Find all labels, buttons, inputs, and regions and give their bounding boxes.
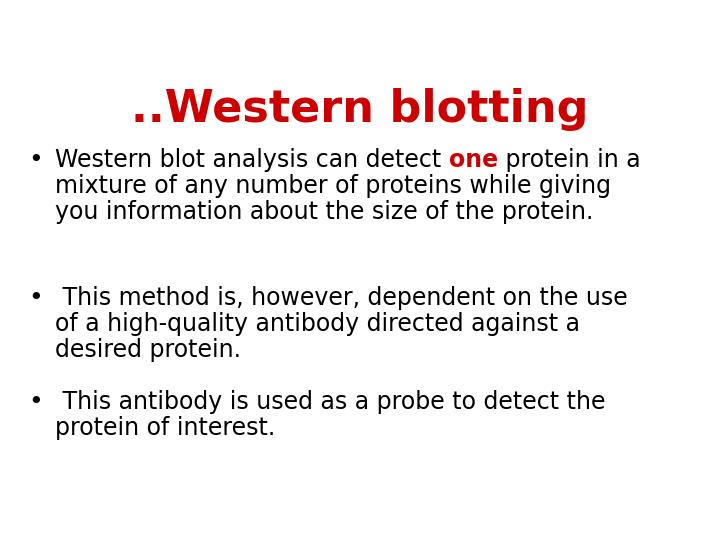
Text: •: • [28,286,42,310]
Text: Western blot analysis can detect: Western blot analysis can detect [55,148,449,172]
Text: protein in a: protein in a [498,148,641,172]
Text: •: • [28,148,42,172]
Text: desired protein.: desired protein. [55,338,241,362]
Text: you information about the size of the protein.: you information about the size of the pr… [55,200,593,224]
Text: ..Western blotting: ..Western blotting [131,88,589,131]
Text: This antibody is used as a probe to detect the: This antibody is used as a probe to dete… [55,390,606,414]
Text: This method is, however, dependent on the use: This method is, however, dependent on th… [55,286,628,310]
Text: of a high-quality antibody directed against a: of a high-quality antibody directed agai… [55,312,580,336]
Text: protein of interest.: protein of interest. [55,416,275,440]
Text: •: • [28,390,42,414]
Text: mixture of any number of proteins while giving: mixture of any number of proteins while … [55,174,611,198]
Text: one: one [449,148,498,172]
